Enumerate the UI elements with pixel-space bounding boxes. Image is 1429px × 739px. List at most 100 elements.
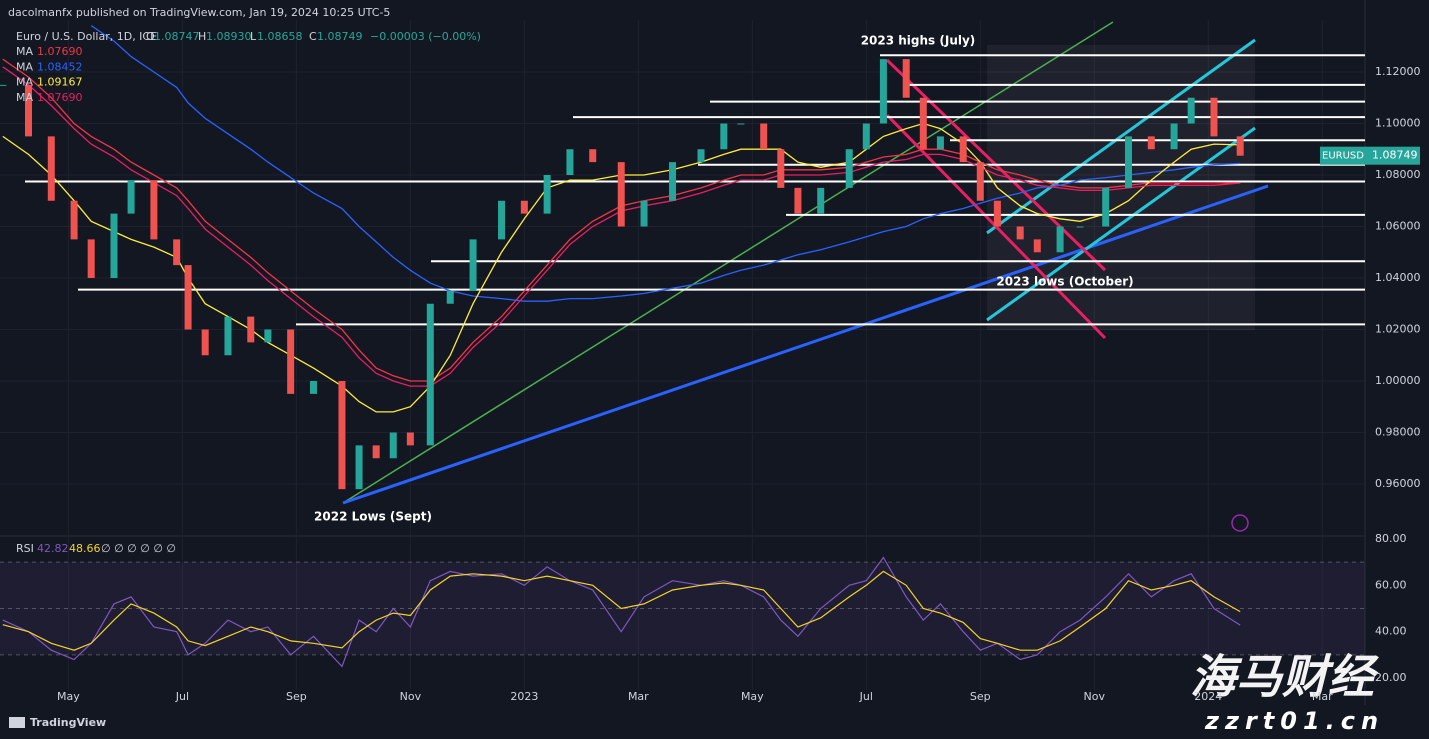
candle [70, 200, 78, 240]
candle [173, 239, 181, 266]
candle [1147, 136, 1155, 150]
legend-name: MA [16, 91, 33, 104]
candle [498, 200, 506, 240]
rsi-value: 42.82 [37, 542, 69, 555]
candle [1170, 123, 1178, 150]
x-tick-label: Nov [400, 690, 422, 703]
series-line [2, 556, 1241, 668]
price-tag-bg [1320, 146, 1366, 165]
x-tick-label: Sep [970, 690, 991, 703]
y-tick-label: 1.00000 [1375, 374, 1421, 387]
annotation: 2023 lows (October) [996, 275, 1133, 289]
candle [87, 239, 95, 278]
candle [617, 162, 625, 227]
x-tick-label: Mar [628, 690, 649, 703]
y-tick-label: 1.04000 [1375, 271, 1421, 284]
drawings [342, 21, 1269, 505]
candle [1236, 136, 1244, 156]
brand: TradingView [30, 716, 106, 729]
series-line [90, 25, 1241, 302]
legend-value: 1.08452 [37, 60, 83, 73]
candle [201, 329, 209, 356]
y-tick-label: 1.02000 [1375, 323, 1421, 336]
x-tick-label: Sep [286, 690, 307, 703]
candle [1124, 136, 1132, 188]
ohlc-value: 1.08747 [154, 30, 200, 43]
candle [845, 149, 853, 188]
candle [959, 136, 967, 163]
candle [127, 180, 135, 214]
legend-name: MA [16, 60, 33, 73]
price-tag-value-bg [1366, 146, 1420, 165]
legend-value: 1.09167 [37, 76, 83, 89]
candle [469, 239, 477, 291]
candle [184, 265, 192, 330]
y-tick-label: 0.98000 [1375, 426, 1421, 439]
candle [862, 123, 870, 150]
candle [389, 432, 397, 459]
y-tick-label: 1.08000 [1375, 168, 1421, 181]
candle [566, 149, 574, 175]
symbol: Euro / U.S. Dollar, 1D, ICE [16, 30, 157, 43]
candle [247, 316, 255, 343]
annotation: 2023 highs (July) [861, 34, 976, 48]
candle [777, 149, 785, 188]
watermark: 海马财经 [1190, 650, 1379, 704]
x-tick-label: Jul [175, 690, 189, 703]
y-tick-label: 80.00 [1375, 532, 1407, 545]
grid [0, 20, 1365, 690]
legend-value: 1.07690 [37, 45, 83, 58]
candle [110, 213, 118, 278]
candle [224, 316, 232, 356]
candle [47, 136, 55, 201]
y-tick-label: 60.00 [1375, 578, 1407, 591]
candle [936, 136, 944, 150]
candle [1016, 226, 1024, 240]
channel-line [986, 126, 1256, 322]
x-tick-label: Jul [859, 690, 873, 703]
series-line [2, 570, 1241, 651]
labels: dacolmanfx published on TradingView.com,… [8, 6, 1421, 735]
x-tick-label: May [741, 690, 764, 703]
legend-name: MA [16, 76, 33, 89]
change: −0.00003 (−0.00%) [370, 30, 481, 43]
rsi-inputs: ∅ ∅ ∅ ∅ ∅ ∅ [101, 542, 176, 555]
price-tag-symbol: EURUSD [1322, 151, 1364, 162]
candle [1210, 97, 1218, 137]
ohlc-value: 1.08658 [257, 30, 303, 43]
x-tick-label: Nov [1084, 690, 1106, 703]
rsi-ma-value: 48.66 [69, 542, 101, 555]
candle [760, 123, 768, 150]
y-tick-label: 1.12000 [1375, 65, 1421, 78]
candle [640, 200, 648, 227]
annotation: 2022 Lows (Sept) [314, 510, 432, 524]
candle [1056, 226, 1064, 253]
candle [879, 59, 887, 124]
candle [1187, 97, 1195, 124]
candle [697, 149, 705, 163]
ohlc-value: 1.08930 [206, 30, 252, 43]
candle [902, 59, 910, 98]
legend-value: 1.07690 [37, 91, 83, 104]
price-tag-value: 1.08749 [1372, 149, 1418, 162]
y-tick-label: 1.10000 [1375, 117, 1421, 130]
x-tick-label: Mar [1312, 690, 1333, 703]
publisher: dacolmanfx published on TradingView.com,… [8, 6, 390, 19]
legend-name: MA [16, 45, 33, 58]
candle [372, 445, 380, 459]
candle [264, 329, 272, 343]
ohlc-name: O [146, 30, 155, 43]
candle [1076, 226, 1084, 228]
y-tick-label: 40.00 [1375, 625, 1407, 638]
price-pane [0, 25, 1365, 490]
candle [287, 329, 295, 394]
highlight-zone [987, 45, 1255, 330]
ohlc-name: C [309, 30, 317, 43]
candle [817, 187, 825, 214]
candle [976, 162, 984, 201]
candle [0, 84, 7, 86]
candle [520, 200, 528, 214]
candle [669, 162, 677, 201]
alert-icon[interactable] [1231, 514, 1249, 532]
